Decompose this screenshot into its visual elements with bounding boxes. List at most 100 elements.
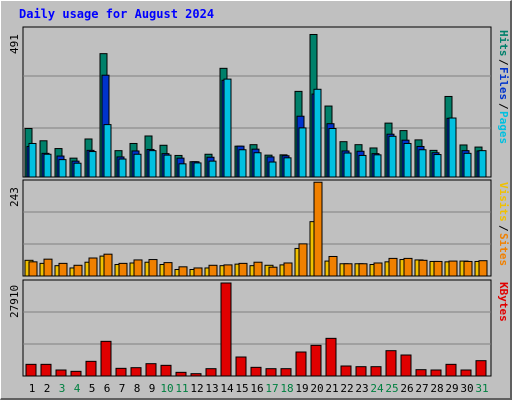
x-tick-label: 30 [460, 382, 473, 395]
pages-bar [283, 157, 292, 178]
kbytes-bar [235, 356, 247, 377]
sites-bar [358, 263, 368, 277]
kbytes-bar [445, 363, 457, 377]
pages-bar [463, 152, 472, 178]
x-tick-label: 24 [370, 382, 384, 395]
kbytes-bar [40, 363, 52, 377]
x-tick-label: 21 [325, 382, 338, 395]
kbytes-bar [325, 337, 337, 377]
kbytes-bar [310, 344, 322, 377]
x-tick-label: 9 [149, 382, 156, 395]
x-tick-label: 22 [340, 382, 353, 395]
sites-bar [253, 261, 263, 277]
sites-bar [403, 257, 413, 277]
x-tick-label: 29 [445, 382, 458, 395]
sites-bar [133, 259, 143, 277]
pages-bar [58, 159, 67, 178]
kbytes-bar [430, 369, 442, 377]
pages-bar [298, 127, 307, 178]
pages-bar [373, 154, 382, 178]
kbytes-bar [130, 367, 142, 377]
chart-title: Daily usage for August 2024 [19, 7, 215, 21]
sites-bar [163, 262, 173, 277]
x-tick-label: 11 [175, 382, 188, 395]
sites-bar [328, 255, 338, 277]
x-tick-label: 7 [119, 382, 126, 395]
kbytes-bar [250, 366, 262, 377]
sites-bar [463, 260, 473, 277]
sites-bar [118, 262, 128, 277]
sites-bar [418, 259, 428, 277]
pages-bar [208, 160, 217, 178]
pages-bar [253, 152, 262, 178]
x-tick-label: 20 [310, 382, 323, 395]
pages-bar [478, 150, 487, 178]
sites-bar [148, 259, 158, 277]
kbytes-bar [115, 367, 127, 377]
pages-bar [358, 154, 367, 178]
sites-bar [388, 257, 398, 277]
sites-bar [103, 253, 113, 277]
x-tick-label: 14 [220, 382, 234, 395]
x-tick-label: 31 [475, 382, 488, 395]
sites-bar [313, 181, 323, 277]
x-tick-label: 4 [74, 382, 81, 395]
sites-bar [343, 263, 353, 277]
sites-bar [433, 260, 443, 277]
x-tick-label: 13 [205, 382, 218, 395]
sites-bar [268, 266, 278, 277]
sites-bar [73, 264, 83, 277]
pages-bar [43, 153, 52, 178]
kbytes-bar [295, 351, 307, 377]
x-tick-label: 15 [235, 382, 248, 395]
pages-bar [343, 152, 352, 178]
kbytes-bar [70, 370, 82, 377]
kbytes-bar [265, 368, 277, 377]
x-tick-label: 25 [385, 382, 398, 395]
x-tick-label: 18 [280, 382, 293, 395]
sites-bar [283, 262, 293, 277]
sites-bar [28, 261, 38, 277]
pages-bar [148, 150, 157, 178]
x-tick-label: 12 [190, 382, 203, 395]
x-tick-label: 16 [250, 382, 263, 395]
kbytes-bar [400, 354, 412, 377]
sites-bar [238, 262, 248, 277]
x-tick-label: 23 [355, 382, 368, 395]
kbytes-bar [190, 373, 202, 377]
sites-bar [298, 243, 308, 277]
kbytes-bar [460, 369, 472, 377]
pages-bar [193, 162, 202, 178]
x-tick-label: 2 [44, 382, 51, 395]
x-tick-label: 19 [295, 382, 308, 395]
pages-bar [88, 151, 97, 178]
x-tick-label: 26 [400, 382, 413, 395]
kbytes-bar [85, 360, 97, 377]
kbytes-bar [415, 369, 427, 377]
pages-bar [28, 142, 37, 178]
pages-bar [433, 154, 442, 178]
sites-bar [43, 258, 53, 277]
kbytes-bar [145, 363, 157, 377]
x-tick-label: 10 [160, 382, 173, 395]
kbytes-bar [220, 282, 232, 377]
x-tick-label: 8 [134, 382, 141, 395]
sites-bar [223, 264, 233, 277]
pages-bar [403, 142, 412, 178]
pages-bar [388, 135, 397, 178]
pages-bar [268, 161, 277, 178]
kbytes-bar [175, 371, 187, 377]
x-tick-label: 17 [265, 382, 278, 395]
kbytes-bar [370, 366, 382, 377]
pages-bar [448, 117, 457, 178]
kbytes-bar [340, 365, 352, 377]
pages-bar [178, 163, 187, 178]
sites-bar [88, 257, 98, 277]
pages-bar [223, 78, 232, 178]
kbytes-bar [55, 369, 67, 377]
sites-bar [208, 264, 218, 277]
x-tick-label: 27 [415, 382, 428, 395]
sites-bar [178, 266, 188, 277]
